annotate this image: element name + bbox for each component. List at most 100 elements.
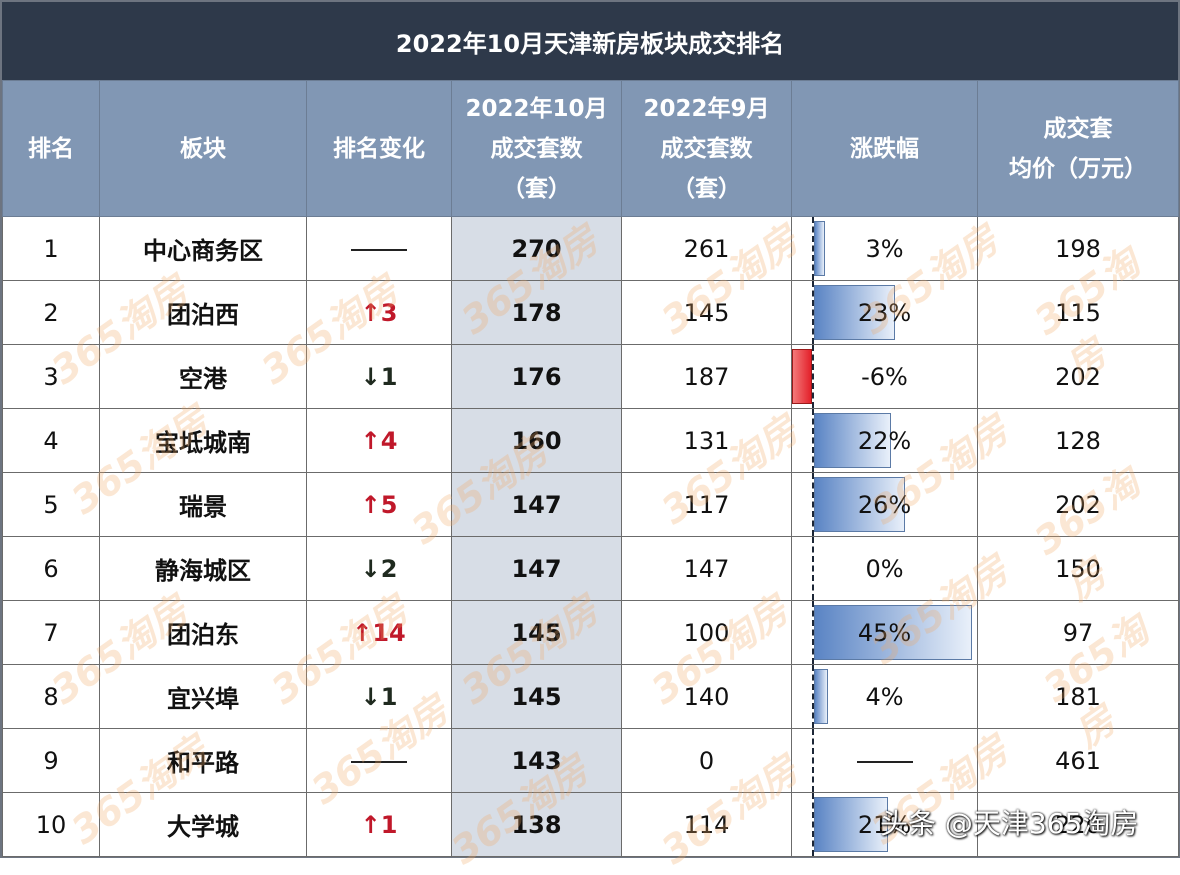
oct-deals-cell: 270 (451, 216, 622, 281)
change-pct-label: 4% (865, 682, 904, 711)
header-price-line1: 成交套 (1043, 115, 1113, 142)
header-sep-line1: 2022年9月 (643, 95, 770, 122)
oct-deals-cell: 145 (451, 600, 622, 665)
table-row: 2 团泊西 ↑3 178 145 23% 115 (2, 280, 1179, 345)
change-pct-cell: 22% (791, 408, 978, 473)
oct-deals-cell: 138 (451, 792, 622, 857)
change-pct-label: 21% (857, 810, 912, 839)
table-row: 1 中心商务区 270 261 3% 198 (2, 216, 1179, 281)
rank-cell: 4 (2, 408, 100, 473)
table-row: 6 静海城区 ↓2 147 147 0% 150 (2, 536, 1179, 601)
change-pct-cell: 0% (791, 536, 978, 601)
rank-change-cell: ↑3 (306, 280, 452, 345)
sep-deals-cell: 0 (621, 728, 792, 793)
header-sep-line2: 成交套数 (660, 135, 753, 162)
positive-bar (814, 285, 895, 340)
sep-deals-cell: 117 (621, 472, 792, 537)
sep-deals-cell: 140 (621, 664, 792, 729)
oct-deals-cell: 145 (451, 664, 622, 729)
rank-cell: 1 (2, 216, 100, 281)
oct-deals-cell: 147 (451, 472, 622, 537)
change-pct-label: 22% (857, 426, 912, 455)
rank-cell: 7 (2, 600, 100, 665)
zero-axis-line (812, 729, 814, 792)
change-pct-label: 45% (857, 618, 912, 647)
header-oct-line2: 成交套数 (490, 135, 583, 162)
table-row: 5 瑞景 ↑5 147 117 26% 202 (2, 472, 1179, 537)
table-row: 9 和平路 143 0 461 (2, 728, 1179, 793)
header-oct-line1: 2022年10月 (465, 95, 608, 122)
block-cell: 大学城 (99, 792, 307, 857)
avg-price-cell: 220 (977, 792, 1179, 857)
zero-axis-line (812, 345, 814, 408)
rank-change-cell: ↑4 (306, 408, 452, 473)
rank-down-indicator: ↓1 (360, 362, 398, 391)
change-pct-cell: 45% (791, 600, 978, 665)
rank-up-indicator: ↑1 (360, 810, 398, 839)
avg-price-cell: 202 (977, 344, 1179, 409)
table-row: 4 宝坻城南 ↑4 160 131 22% 128 (2, 408, 1179, 473)
header-rank: 排名 (2, 80, 100, 217)
sep-deals-cell: 147 (621, 536, 792, 601)
change-pct-cell: 23% (791, 280, 978, 345)
header-oct-line3: （套） (502, 175, 571, 202)
block-cell: 和平路 (99, 728, 307, 793)
rank-cell: 5 (2, 472, 100, 537)
zero-axis-line (812, 217, 814, 280)
rank-change-cell: ↑14 (306, 600, 452, 665)
positive-bar (814, 477, 905, 532)
avg-price-cell: 128 (977, 408, 1179, 473)
rank-cell: 8 (2, 664, 100, 729)
block-cell: 中心商务区 (99, 216, 307, 281)
avg-price-cell: 198 (977, 216, 1179, 281)
change-pct-label: -6% (861, 362, 908, 391)
table-title: 2022年10月天津新房板块成交排名 (2, 2, 1178, 80)
block-cell: 团泊东 (99, 600, 307, 665)
negative-bar (792, 349, 812, 404)
block-cell: 宜兴埠 (99, 664, 307, 729)
oct-deals-cell: 160 (451, 408, 622, 473)
ranking-table: 排名 板块 排名变化 2022年10月 成交套数 （套） 2022年9月 成交套… (2, 80, 1179, 857)
block-cell: 宝坻城南 (99, 408, 307, 473)
change-pct-cell: 21% (791, 792, 978, 857)
rank-change-cell: ↓1 (306, 664, 452, 729)
header-sep-deals: 2022年9月 成交套数 （套） (621, 80, 792, 217)
rank-up-indicator: ↑4 (360, 426, 398, 455)
header-change-pct: 涨跌幅 (791, 80, 978, 217)
change-pct-label: 26% (857, 490, 912, 519)
change-pct-cell: 3% (791, 216, 978, 281)
header-avg-price: 成交套 均价（万元） (977, 80, 1179, 217)
avg-price-cell: 115 (977, 280, 1179, 345)
rank-up-indicator: ↑5 (360, 490, 398, 519)
rank-up-indicator: ↑14 (352, 618, 406, 647)
rank-change-cell (306, 216, 452, 281)
no-change-dash (856, 760, 913, 763)
oct-deals-cell: 178 (451, 280, 622, 345)
zero-axis-line (812, 409, 814, 472)
header-price-line2: 均价（万元） (1009, 155, 1147, 182)
sep-deals-cell: 114 (621, 792, 792, 857)
header-sep-line3: （套） (672, 175, 741, 202)
change-pct-cell: -6% (791, 344, 978, 409)
avg-price-cell: 150 (977, 536, 1179, 601)
rank-change-cell: ↑1 (306, 792, 452, 857)
rank-down-indicator: ↓2 (360, 554, 398, 583)
oct-deals-cell: 147 (451, 536, 622, 601)
rank-cell: 6 (2, 536, 100, 601)
header-oct-deals: 2022年10月 成交套数 （套） (451, 80, 622, 217)
rank-change-cell: ↓1 (306, 344, 452, 409)
change-pct-cell: 26% (791, 472, 978, 537)
sep-deals-cell: 100 (621, 600, 792, 665)
change-pct-cell (791, 728, 978, 793)
zero-axis-line (812, 793, 814, 856)
avg-price-cell: 181 (977, 664, 1179, 729)
block-cell: 静海城区 (99, 536, 307, 601)
positive-bar (814, 797, 888, 852)
header-block: 板块 (99, 80, 307, 217)
no-change-dash (351, 248, 407, 251)
rank-up-indicator: ↑3 (360, 298, 398, 327)
block-cell: 团泊西 (99, 280, 307, 345)
rank-change-cell (306, 728, 452, 793)
positive-bar (814, 605, 972, 660)
